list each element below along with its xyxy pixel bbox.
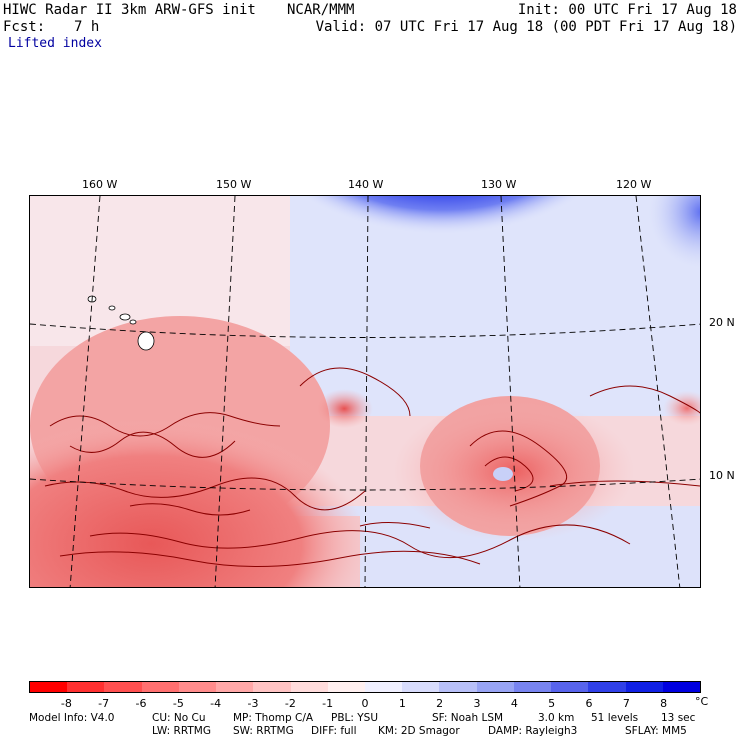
colorbar [29,681,701,693]
footer-sw: SW: RRTMG [233,725,294,737]
colorbar-segment [67,682,105,692]
colorbar-tick-label: 0 [361,697,369,710]
colorbar-tick-label: -2 [284,697,296,710]
footer-sf: SF: Noah LSM [432,712,504,724]
colorbar-tick-label: 4 [510,697,518,710]
footer-model-info: Model Info: V4.0 [29,712,115,724]
footer-timestep: 13 sec [661,712,696,724]
latlon-grid [30,196,700,587]
colorbar-segment [588,682,626,692]
colorbar-tick-label: -3 [247,697,259,710]
colorbar-segment [513,682,552,692]
model-title: HIWC Radar II 3km ARW-GFS init [3,2,256,18]
lon-label-150w: 150 W [216,178,252,191]
colorbar-segment [364,682,403,692]
colorbar-segment [178,682,217,692]
map-canvas [30,196,700,587]
colorbar-tick-label: 7 [622,697,630,710]
colorbar-tick-label: -1 [322,697,334,710]
lifted-index-map [29,195,701,588]
colorbar-tick-label: -4 [210,697,222,710]
colorbar-tick-label: -7 [98,697,110,710]
footer-diff: DIFF: full [311,725,357,737]
colorbar-segment [253,682,291,692]
colorbar-segment [476,682,514,692]
lon-label-130w: 130 W [481,178,517,191]
footer-resolution: 3.0 km [538,712,575,724]
hurricane-eye [493,467,513,481]
footer-sflay: SFLAY: MM5 [625,725,687,737]
footer-lw: LW: RRTMG [152,725,211,737]
colorbar-tick-label: 3 [473,697,481,710]
colorbar-segment [662,682,700,692]
footer-levels: 51 levels [591,712,639,724]
colorbar-tick-label: 5 [548,697,556,710]
colorbar-segment [104,682,142,692]
org-label: NCAR/MMM [287,2,355,18]
colorbar-tick-label: 2 [436,697,444,710]
footer-mp: MP: Thomp C/A [233,712,314,724]
colorbar-segment [625,682,663,692]
footer-km: KM: 2D Smagor [378,725,460,737]
colorbar-tick-label: -5 [172,697,184,710]
colorbar-segment [551,682,589,692]
colorbar-segment [327,682,365,692]
forecast-label: Fcst: [3,19,46,35]
colorbar-segment [290,682,328,692]
colorbar-segment [439,682,477,692]
contour-lines [44,367,700,568]
colorbar-tick-label: -8 [60,697,72,710]
footer-pbl: PBL: YSU [331,712,379,724]
colorbar-tick-label: 1 [398,697,406,710]
footer-damp: DAMP: Rayleigh3 [488,725,578,737]
colorbar-segment [141,682,179,692]
lat-label-10n: 10 N [709,469,735,482]
far-east-red [555,351,700,461]
lon-label-140w: 140 W [348,178,384,191]
colorbar-tick-label: 8 [660,697,668,710]
init-time: Init: 00 UTC Fri 17 Aug 18 [517,2,737,18]
colorbar-tick-label: 6 [585,697,593,710]
colorbar-segment [30,682,68,692]
lon-label-120w: 120 W [616,178,652,191]
forecast-hour: 7 h [74,19,100,35]
lat-label-20n: 20 N [709,316,735,329]
footer-cu: CU: No Cu [152,712,206,724]
colorbar-tick-label: -6 [135,697,147,710]
colorbar-segment [402,682,440,692]
colorbar-unit: °C [695,695,709,708]
colorbar-segment [216,682,254,692]
lon-label-160w: 160 W [82,178,118,191]
valid-time: Valid: 07 UTC Fri 17 Aug 18 (00 PDT Fri … [315,19,737,35]
field-name: Lifted index [8,36,102,51]
